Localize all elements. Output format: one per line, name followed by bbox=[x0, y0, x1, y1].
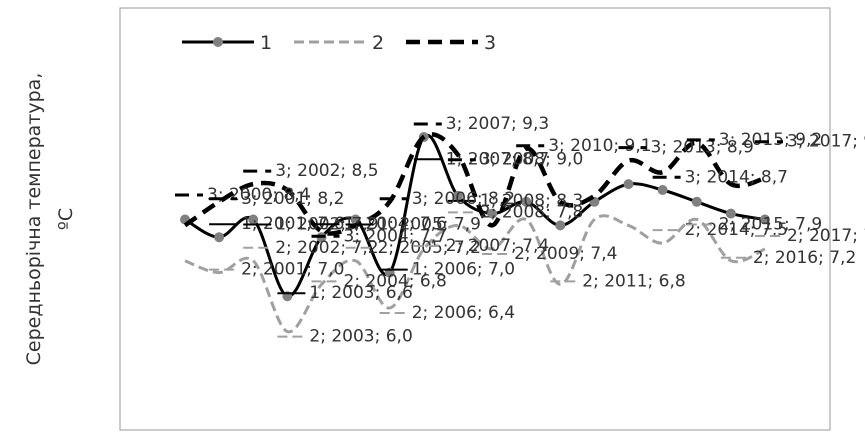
legend-label-1: 1 bbox=[260, 32, 272, 54]
data-label: 1; 2004; 7,6 bbox=[344, 214, 447, 234]
legend-label-2: 2 bbox=[372, 32, 384, 54]
data-label: 2; 2002; 7,2 bbox=[275, 238, 378, 258]
data-label: 1; 2006; 7,0 bbox=[412, 260, 515, 280]
series-1-point-2013 bbox=[623, 179, 634, 190]
legend-label-3: 3 bbox=[484, 32, 496, 54]
y-axis-label-unit: ºC bbox=[55, 208, 77, 230]
data-label: 2; 2001; 7,0 bbox=[241, 260, 344, 280]
data-label: 2; 2004; 6,8 bbox=[344, 271, 447, 291]
data-label: 2; 2016; 7,2 bbox=[753, 248, 856, 268]
data-label: 3; 2007; 9,3 bbox=[446, 114, 549, 134]
data-label: 2; 2015; 7,9 bbox=[719, 215, 822, 235]
series-1-point-2017 bbox=[760, 214, 770, 225]
data-label: 3; 2010; 9,1 bbox=[548, 136, 651, 156]
series-1-point-2015 bbox=[691, 196, 702, 207]
legend-marker-1 bbox=[213, 37, 223, 47]
data-label: 2; 2007; 7,4 bbox=[446, 236, 549, 256]
series-1-point-2001 bbox=[214, 232, 225, 243]
data-label: 3; 2004; 7,7 bbox=[344, 226, 447, 246]
data-label: 1; 2003; 6,6 bbox=[309, 283, 412, 303]
data-label: 2; 2011; 6,8 bbox=[582, 271, 685, 291]
data-label: 1; 2001; 7,6 bbox=[241, 214, 344, 234]
series-1-point-2010 bbox=[521, 196, 532, 207]
series-1-point-2009 bbox=[487, 208, 498, 219]
series-1-point-2016 bbox=[725, 208, 736, 219]
data-label: 2; 2005; 7,2 bbox=[378, 238, 481, 258]
data-label: 1; 2005; 7,9 bbox=[378, 215, 481, 235]
data-label: 2; 2003; 6,0 bbox=[309, 327, 412, 347]
data-label: 3; 2013; 8,9 bbox=[651, 138, 754, 158]
data-label: 3; 2001; 8,2 bbox=[241, 189, 344, 209]
data-label: 2; 2009; 7,4 bbox=[514, 244, 617, 264]
data-label: 2; 2017; 7,4 bbox=[787, 226, 865, 246]
series-1-point-2011 bbox=[555, 220, 566, 231]
data-label: 3; 2017; 9,0 bbox=[787, 132, 865, 152]
data-label: 3; 2014; 8,7 bbox=[685, 167, 788, 187]
data-label: 1; 2007; 8,7 bbox=[446, 149, 549, 169]
data-label: 1; 2008; 8,3 bbox=[480, 191, 583, 211]
data-label: 3; 2015; 9,2 bbox=[719, 130, 822, 150]
data-label: 2; 2006; 6,4 bbox=[412, 303, 515, 323]
series-1-point-2008 bbox=[452, 190, 463, 201]
series-1-point-2014 bbox=[657, 185, 668, 195]
data-label: 2; 2008; 7,8 bbox=[480, 202, 583, 222]
y-axis-label: Середньорічна температура, bbox=[23, 73, 45, 366]
series-line-3 bbox=[183, 132, 766, 236]
data-label: 3; 2008; 9,0 bbox=[480, 150, 583, 170]
data-label: 3; 2002; 8,5 bbox=[275, 161, 378, 181]
series-1-point-2002 bbox=[248, 214, 259, 225]
plot-area-border bbox=[119, 7, 831, 431]
data-label: 3; 2006; 8,2 bbox=[412, 189, 515, 209]
